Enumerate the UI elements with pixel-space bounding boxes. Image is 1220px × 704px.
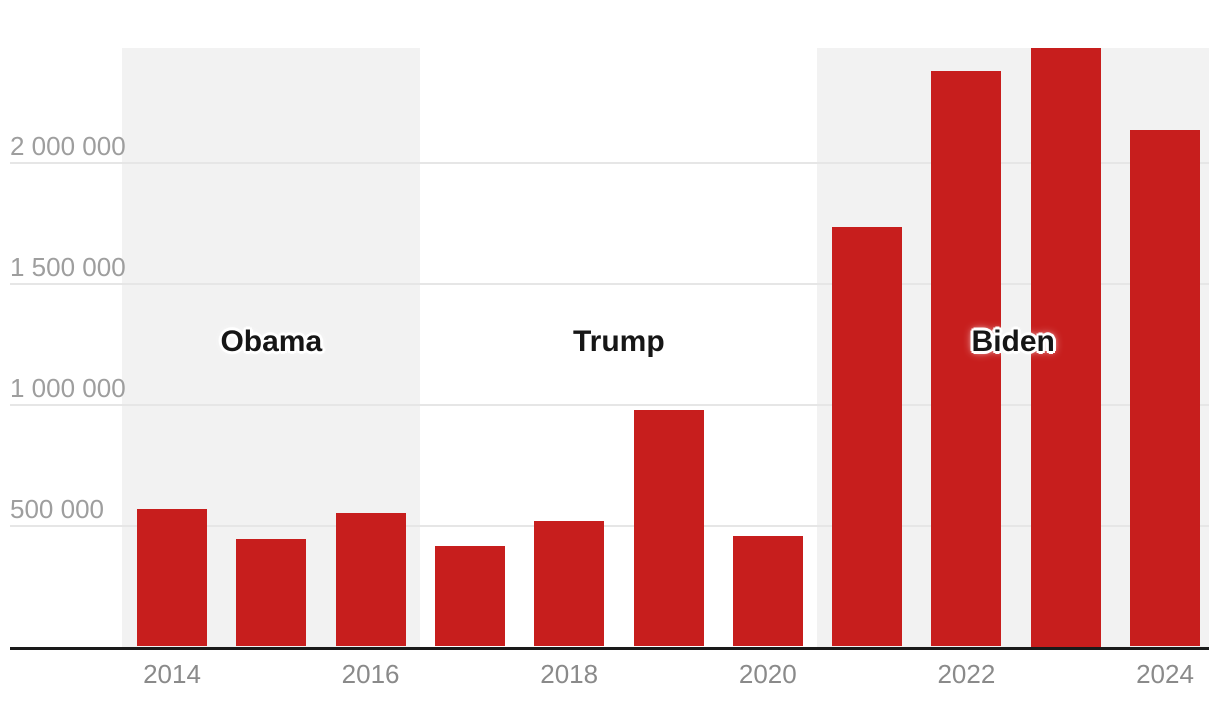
bar-2021 [832, 227, 903, 647]
x-axis-tick-label-2022: 2022 [937, 659, 996, 689]
gridline-1000000 [10, 403, 1209, 406]
x-axis-tick-label-2014: 2014 [143, 659, 201, 689]
x-axis-tick-label-2024: 2024 [1136, 659, 1194, 689]
bar-2020 [732, 535, 803, 647]
x-axis-tick-label-2018: 2018 [540, 659, 599, 689]
x-axis-tick-label-2016: 2016 [341, 659, 400, 689]
bar-2016 [335, 512, 406, 647]
gridline-1500000 [10, 282, 1209, 285]
bar-2023 [1030, 48, 1101, 647]
bar-2017 [434, 545, 505, 647]
bar-2018 [534, 520, 605, 647]
bar-2022 [931, 71, 1002, 647]
bar-2014 [137, 508, 207, 647]
y-axis-tick-label: 2 000 000 [10, 131, 126, 162]
bar-2024 [1130, 130, 1200, 647]
bar-2015 [236, 538, 307, 647]
gridline-2000000 [10, 162, 1209, 165]
presidency-label-trump: Trump [573, 325, 665, 358]
y-axis-tick-label: 500 000 [10, 493, 104, 524]
x-axis-line [10, 646, 1209, 650]
x-axis-tick-label-2020: 2020 [738, 659, 797, 689]
presidency-label-biden: Biden [971, 325, 1055, 358]
presidency-label-obama: Obama [220, 325, 323, 358]
y-axis-tick-label: 1 500 000 [10, 251, 126, 282]
y-axis-tick-label: 1 000 000 [10, 372, 126, 403]
bar-2019 [633, 410, 704, 647]
gridline-500000 [10, 524, 1209, 527]
